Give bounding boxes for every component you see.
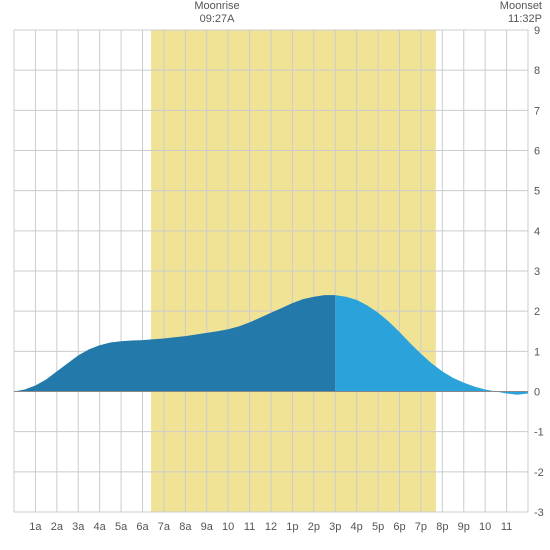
svg-text:9p: 9p	[458, 521, 470, 533]
svg-text:1: 1	[534, 346, 540, 358]
svg-text:7: 7	[534, 105, 540, 117]
svg-text:-1: -1	[534, 427, 544, 439]
moonset-title: Moonset	[482, 0, 542, 13]
moonrise-title: Moonrise	[187, 0, 247, 13]
svg-text:5p: 5p	[372, 521, 384, 533]
svg-text:3: 3	[534, 266, 540, 278]
svg-text:9a: 9a	[201, 521, 214, 533]
svg-text:2: 2	[534, 306, 540, 318]
svg-text:6p: 6p	[393, 521, 405, 533]
svg-text:8a: 8a	[179, 521, 192, 533]
svg-text:10: 10	[479, 521, 491, 533]
svg-text:6a: 6a	[136, 521, 149, 533]
svg-text:-3: -3	[534, 507, 544, 519]
chart-header: Moonrise 09:27A Moonset 11:32P	[0, 0, 550, 30]
tide-chart: Moonrise 09:27A Moonset 11:32P 1a 2a 3a 4a 5…	[0, 0, 550, 550]
svg-text:7p: 7p	[415, 521, 427, 533]
svg-text:1p: 1p	[286, 521, 298, 533]
chart-svg: 1a2a3a4a5a6a7a8a9a1011121p2p3p4p5p6p7p8p…	[0, 0, 550, 550]
svg-text:11: 11	[244, 521, 255, 533]
svg-text:10: 10	[222, 521, 234, 533]
svg-text:4p: 4p	[351, 521, 363, 533]
svg-text:1a: 1a	[29, 521, 42, 533]
svg-text:8: 8	[534, 65, 540, 77]
moonset-time: 11:32P	[482, 13, 542, 26]
svg-text:3a: 3a	[72, 521, 85, 533]
svg-text:12: 12	[265, 521, 277, 533]
svg-text:-2: -2	[534, 467, 544, 479]
x-axis-labels: 1a 2a 3a 4a 5a 6a 7a 8a 9a 10 11 12 1p 2p 3p 4p 5p 6p 7p 8p…	[29, 521, 512, 533]
svg-text:2p: 2p	[308, 521, 320, 533]
svg-text:6: 6	[534, 146, 540, 158]
svg-text:3p: 3p	[329, 521, 341, 533]
svg-text:4: 4	[534, 226, 540, 238]
svg-text:8p: 8p	[436, 521, 448, 533]
svg-text:7a: 7a	[158, 521, 171, 533]
svg-text:4a: 4a	[94, 521, 107, 533]
moonrise-time: 09:27A	[187, 13, 247, 26]
svg-text:11: 11	[501, 521, 512, 533]
svg-text:5: 5	[534, 186, 540, 198]
svg-text:2a: 2a	[51, 521, 64, 533]
moonrise-label: Moonrise 09:27A	[187, 0, 247, 26]
svg-text:5a: 5a	[115, 521, 128, 533]
moonset-label: Moonset 11:32P	[482, 0, 542, 26]
svg-text:0: 0	[534, 387, 540, 399]
